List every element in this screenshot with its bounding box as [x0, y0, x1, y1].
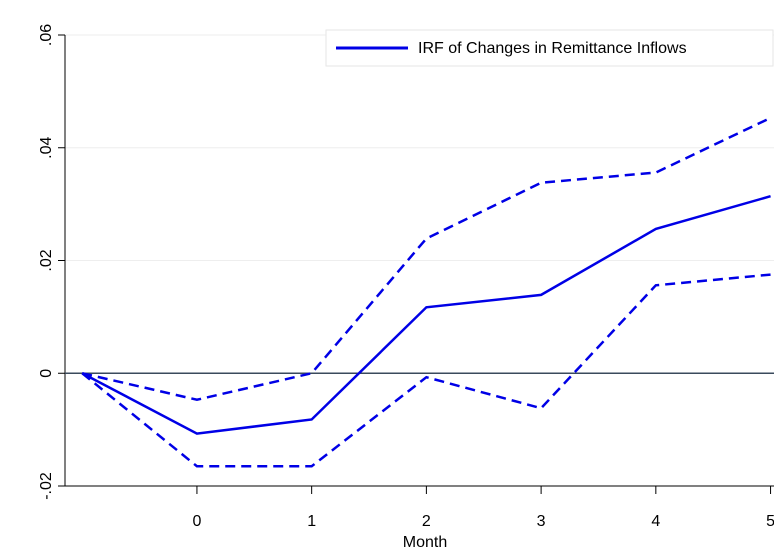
x-tick-label: 5	[766, 513, 774, 530]
x-tick-label: 1	[307, 513, 316, 530]
series-line	[81, 195, 771, 435]
x-tick-label: 2	[422, 513, 431, 530]
x-tick-label: 0	[192, 513, 201, 530]
y-tick-label: .02	[38, 249, 55, 271]
legend: IRF of Changes in Remittance Inflows	[325, 29, 774, 67]
series-line	[81, 273, 771, 468]
x-axis-title: Month	[403, 534, 447, 551]
y-tick-label: .04	[38, 137, 55, 159]
y-tick-label: -.02	[38, 472, 55, 500]
series-line	[81, 116, 772, 402]
legend-label: IRF of Changes in Remittance Inflows	[418, 40, 687, 57]
x-tick-label: 3	[537, 513, 546, 530]
x-tick-label: 4	[651, 513, 660, 530]
y-tick-label: 0	[38, 369, 55, 378]
y-tick-label: .06	[38, 24, 55, 46]
